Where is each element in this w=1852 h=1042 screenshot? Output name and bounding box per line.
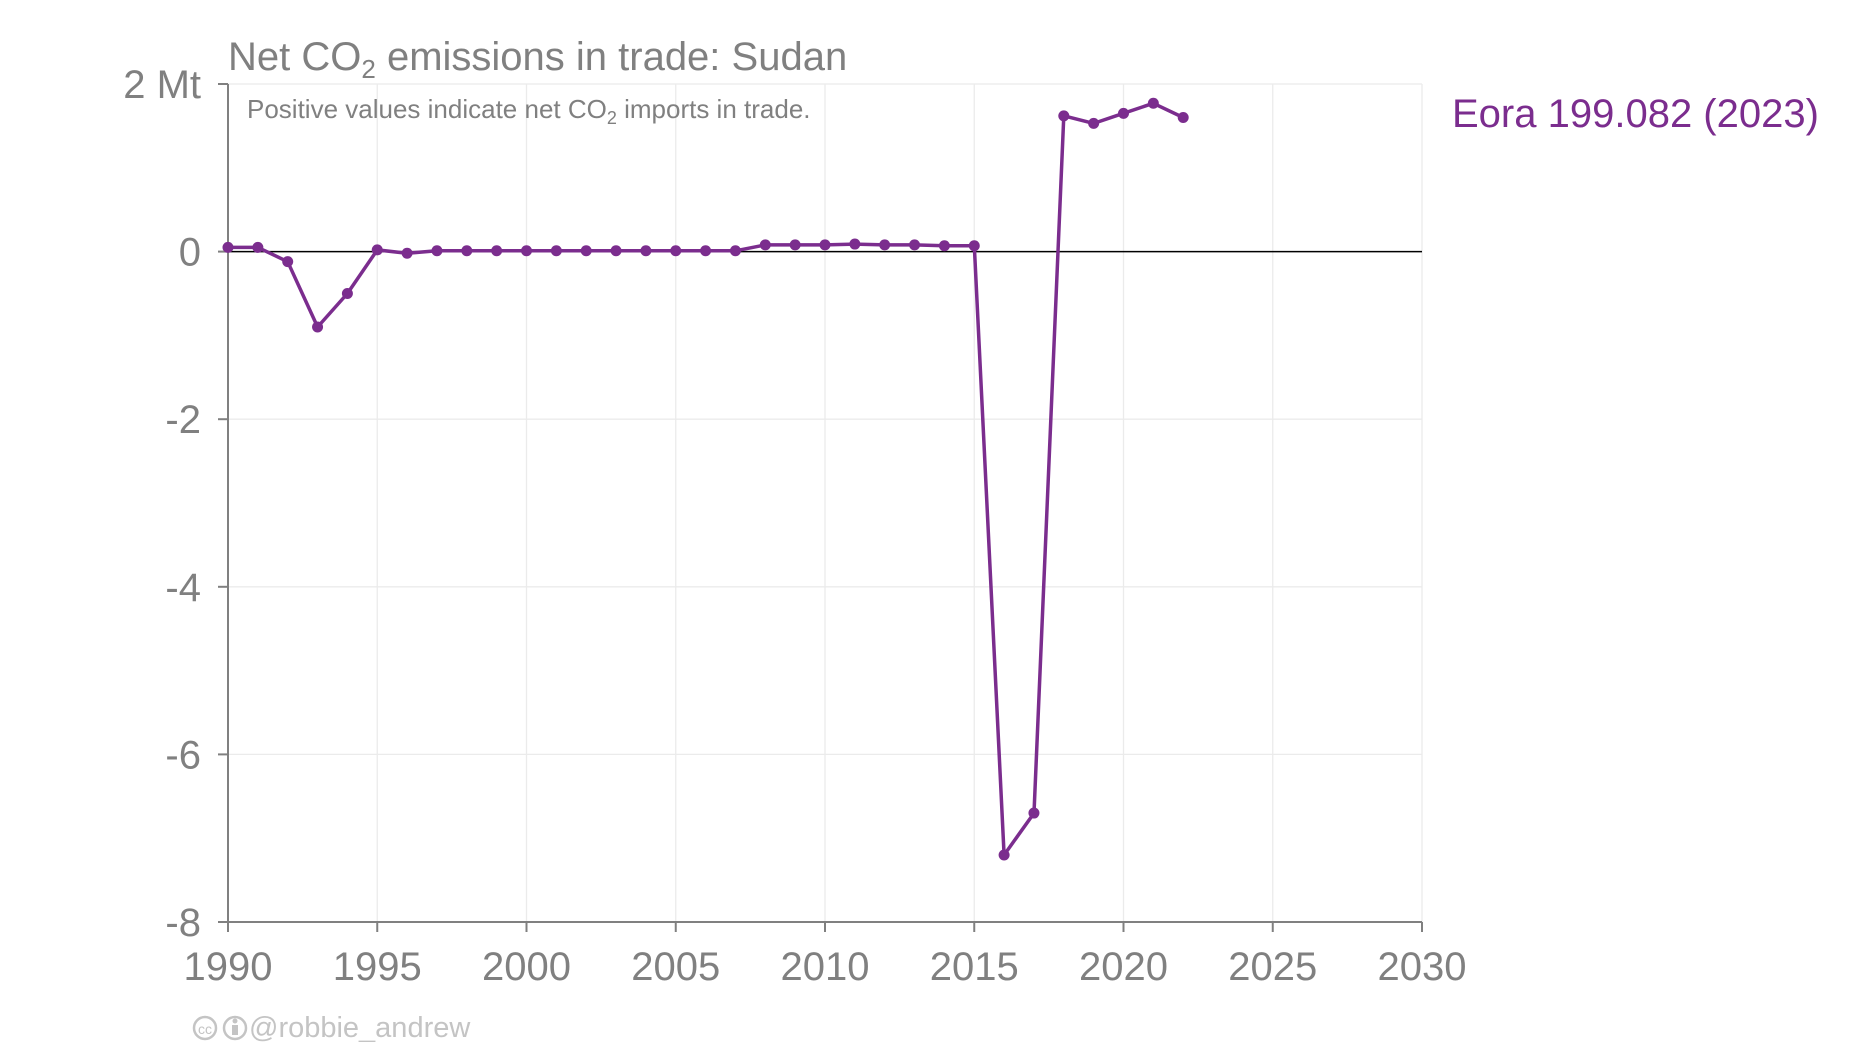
- x-tick-label: 2030: [1378, 945, 1467, 989]
- credit: cc @robbie_andrew: [192, 1012, 471, 1042]
- data-point: [879, 239, 891, 251]
- data-point: [909, 239, 921, 251]
- data-point: [371, 244, 383, 256]
- x-tick-label: 2005: [631, 945, 720, 989]
- x-tick-label: 2025: [1228, 945, 1317, 989]
- series-layer: [222, 97, 1189, 861]
- y-tick-label: -4: [165, 566, 201, 610]
- grid: [228, 83, 1423, 922]
- data-point: [461, 245, 473, 257]
- data-point: [252, 241, 264, 253]
- data-point: [819, 239, 831, 251]
- credit-text: @robbie_andrew: [249, 1012, 471, 1042]
- data-point: [1118, 107, 1129, 119]
- data-point: [282, 256, 294, 268]
- series-label: Eora 199.082 (2023): [1452, 92, 1819, 136]
- data-point: [521, 245, 532, 257]
- data-point: [222, 241, 234, 253]
- x-tick-label: 2015: [930, 945, 1019, 989]
- data-point: [640, 245, 652, 257]
- data-point: [1147, 97, 1159, 109]
- data-point: [938, 240, 950, 252]
- data-point: [849, 238, 861, 250]
- data-point: [491, 245, 503, 257]
- cc-icon: cc: [192, 1015, 218, 1041]
- data-point: [550, 245, 562, 257]
- data-point: [401, 247, 413, 259]
- svg-text:cc: cc: [198, 1021, 212, 1037]
- data-point: [789, 239, 801, 251]
- data-point: [610, 245, 622, 257]
- by-icon: [222, 1015, 248, 1041]
- x-tick-label: 1995: [333, 945, 422, 989]
- data-point: [729, 245, 741, 257]
- y-tick-label: 0: [179, 231, 201, 275]
- x-tick-label: 1990: [184, 945, 273, 989]
- data-point: [312, 321, 324, 333]
- data-point: [431, 245, 443, 257]
- x-tick-label: 2000: [482, 945, 571, 989]
- data-point: [341, 288, 353, 299]
- data-point: [1028, 807, 1040, 819]
- data-point: [700, 245, 712, 257]
- y-tick-label: -2: [165, 398, 201, 442]
- x-tick-label: 2010: [781, 945, 870, 989]
- data-point: [1058, 110, 1070, 122]
- legend: Eora 199.082 (2023): [1452, 92, 1819, 136]
- x-tick-label: 2020: [1079, 945, 1168, 989]
- chart-title: Net CO2 emissions in trade: Sudan: [228, 35, 847, 84]
- chart-subtitle: Positive values indicate net CO2 imports…: [247, 94, 811, 128]
- data-point: [1177, 112, 1189, 124]
- y-tick-label: 2 Mt: [123, 63, 201, 107]
- data-point: [968, 240, 980, 252]
- y-tick-label: -6: [165, 733, 201, 777]
- data-point: [759, 239, 771, 251]
- data-point: [670, 245, 682, 257]
- y-tick-label: -8: [165, 901, 201, 945]
- series-line: [228, 101, 1184, 857]
- axes: 1990 1995 2000 2005 2010 2015 2020 2025 2030 2 Mt…: [123, 63, 1466, 989]
- data-point: [998, 849, 1010, 861]
- data-point: [580, 245, 592, 257]
- data-point: [1088, 117, 1100, 129]
